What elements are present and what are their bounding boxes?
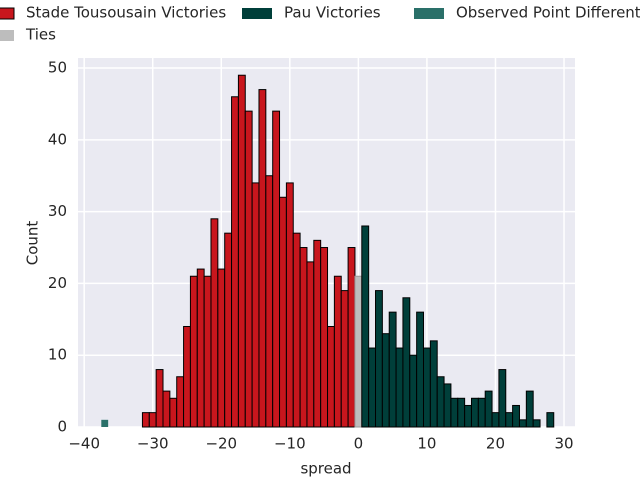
bar	[306, 261, 315, 428]
bar	[299, 247, 308, 428]
x-tick-label: 0	[354, 435, 364, 453]
bar	[251, 182, 260, 428]
bar	[224, 232, 233, 428]
bar	[457, 397, 466, 428]
legend-label: Ties	[25, 26, 56, 44]
bar	[101, 419, 109, 427]
bar	[525, 390, 534, 428]
bar	[381, 333, 390, 428]
bar	[409, 354, 418, 428]
x-axis-label: spread	[300, 460, 351, 478]
bar	[423, 347, 431, 428]
bar	[169, 397, 178, 428]
y-tick-label: 10	[48, 346, 67, 364]
bar	[505, 412, 514, 428]
bar	[141, 412, 150, 428]
bar	[176, 376, 185, 428]
x-tick-label: −30	[137, 435, 169, 453]
bar	[265, 175, 274, 428]
y-tick-label: 30	[48, 202, 67, 220]
bar	[285, 182, 294, 428]
bar	[189, 275, 198, 428]
bar	[368, 347, 377, 428]
bar	[518, 419, 527, 428]
bar	[155, 369, 164, 428]
bar	[183, 325, 191, 428]
bar	[477, 397, 486, 428]
bar	[436, 376, 445, 428]
bar	[416, 311, 425, 428]
bar	[237, 74, 246, 428]
bar	[546, 412, 555, 428]
bar	[361, 225, 370, 428]
bar	[354, 275, 363, 428]
bar	[196, 268, 205, 428]
bar	[388, 311, 397, 428]
bar	[148, 412, 157, 428]
x-tick-label: −20	[205, 435, 237, 453]
bar	[443, 383, 452, 428]
bar	[279, 196, 287, 428]
bar	[340, 290, 349, 428]
bar	[231, 96, 239, 428]
bar	[292, 232, 301, 428]
bar	[491, 412, 500, 428]
legend-swatch	[414, 8, 444, 19]
legend-label: Pau Victories	[284, 4, 381, 22]
x-tick-label: 10	[417, 435, 436, 453]
x-tick-label: −10	[274, 435, 306, 453]
x-tick-label: −40	[68, 435, 100, 453]
legend-swatch	[0, 30, 14, 41]
bar	[327, 325, 335, 428]
bar	[470, 397, 479, 428]
bar	[333, 275, 342, 428]
bar	[258, 89, 267, 428]
legend-swatch	[0, 7, 15, 20]
bar	[512, 404, 520, 428]
bar	[217, 268, 226, 428]
x-tick-label: 20	[486, 435, 505, 453]
bar	[347, 247, 356, 428]
y-tick-label: 0	[57, 418, 67, 436]
bar	[203, 275, 212, 428]
bar	[498, 369, 507, 428]
bar	[162, 390, 171, 428]
bar	[244, 110, 253, 428]
legend-label: Stade Tousousain Victories	[26, 4, 226, 22]
bar	[272, 110, 281, 428]
y-tick-label: 40	[48, 130, 67, 148]
y-tick-label: 20	[48, 274, 67, 292]
x-tick-label: 30	[554, 435, 573, 453]
bar	[375, 290, 383, 428]
y-axis-label: Count	[24, 221, 42, 266]
bar	[395, 347, 404, 428]
bar	[484, 390, 493, 428]
bar	[320, 247, 329, 428]
bar	[464, 404, 472, 428]
bar	[532, 419, 541, 428]
y-tick-label: 50	[48, 59, 67, 77]
legend-swatch	[242, 8, 272, 19]
bar	[210, 218, 219, 428]
bar	[450, 397, 459, 428]
bar	[429, 340, 438, 428]
bar	[402, 297, 411, 428]
bar	[313, 239, 322, 428]
legend-label: Observed Point Differential	[456, 4, 640, 22]
